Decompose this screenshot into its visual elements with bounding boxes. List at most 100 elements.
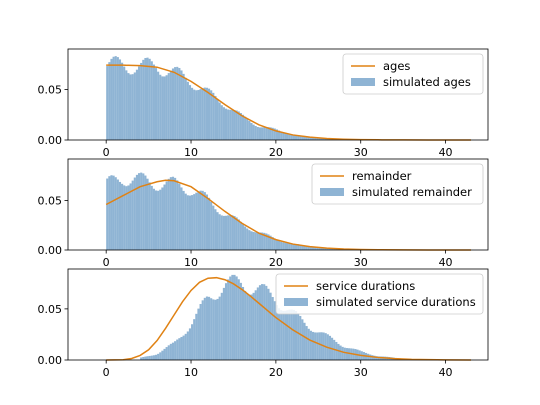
histogram-bar xyxy=(161,76,164,140)
histogram-bar xyxy=(205,194,208,250)
histogram-bar xyxy=(214,95,217,140)
histogram-bar xyxy=(322,247,325,250)
histogram-bar xyxy=(320,138,323,140)
histogram-bar xyxy=(142,59,145,140)
histogram-bar xyxy=(248,230,251,250)
histogram-bar xyxy=(118,59,122,140)
histogram-bar xyxy=(123,66,126,140)
histogram-bar xyxy=(154,354,158,360)
histogram-bar xyxy=(180,187,183,250)
histogram-bar xyxy=(152,355,155,360)
y-tick-label: 0.00 xyxy=(38,354,63,367)
histogram-bar xyxy=(154,190,158,250)
histogram-bar xyxy=(193,319,196,360)
histogram-bar xyxy=(229,276,232,360)
histogram-bar xyxy=(237,219,240,250)
histogram-bar xyxy=(114,177,117,250)
histogram-bar xyxy=(165,347,168,360)
histogram-bar xyxy=(157,71,160,140)
x-tick-label: 0 xyxy=(103,366,110,379)
histogram-bar xyxy=(267,127,270,140)
x-tick-label: 40 xyxy=(439,146,453,159)
histogram-bar xyxy=(345,348,348,360)
histogram-bar xyxy=(237,279,240,360)
histogram-bar xyxy=(161,187,164,250)
histogram-bar xyxy=(316,137,319,140)
histogram-bar xyxy=(290,243,293,250)
x-tick-label: 40 xyxy=(439,256,453,269)
histogram-bar xyxy=(205,87,208,140)
histogram-bar xyxy=(208,197,211,250)
histogram-bar xyxy=(208,296,211,360)
histogram-bar xyxy=(138,66,141,140)
histogram-bar xyxy=(195,313,198,360)
histogram-bar xyxy=(212,299,215,360)
histogram-bar xyxy=(316,332,319,360)
histogram-bar xyxy=(197,89,200,140)
histogram-bar xyxy=(224,283,228,360)
chart-panel-1: 0 10 20 30 40 0.00 0.05 ages simulated ages xyxy=(38,48,489,159)
histogram-bar xyxy=(201,300,204,360)
legend-label-line: ages xyxy=(383,59,410,73)
histogram-bar xyxy=(271,237,274,250)
legend-hist-swatch xyxy=(320,188,344,196)
y-tick-label: 0.05 xyxy=(38,83,63,96)
histogram-bar xyxy=(275,305,278,360)
histogram-bar xyxy=(273,128,276,140)
histogram-bar xyxy=(174,67,177,140)
histogram-bar xyxy=(112,175,115,250)
histogram-bars xyxy=(106,56,444,141)
histogram-bar xyxy=(307,246,310,250)
histogram-bar xyxy=(233,274,236,360)
histogram-bar xyxy=(250,122,253,140)
histogram-bar xyxy=(152,64,155,140)
histogram-bar xyxy=(186,195,189,250)
histogram-bar xyxy=(278,240,281,250)
histogram-bar xyxy=(191,87,194,140)
histogram-bar xyxy=(116,179,119,250)
histogram-bar xyxy=(184,193,187,250)
histogram-bar xyxy=(133,177,136,250)
histogram-bar xyxy=(284,242,287,250)
histogram-bar xyxy=(140,172,143,250)
histogram-bar xyxy=(193,89,196,140)
histogram-bar xyxy=(210,298,213,360)
histogram-bar xyxy=(180,336,183,360)
histogram-bar xyxy=(256,127,259,140)
histogram-bar xyxy=(288,309,291,360)
legend: remainder simulated remainder xyxy=(311,163,484,205)
histogram-bar xyxy=(286,243,289,250)
histogram-bar xyxy=(193,194,196,250)
histogram-bar xyxy=(148,182,151,250)
histogram-bar xyxy=(303,245,306,250)
histogram-bar xyxy=(222,215,225,250)
histogram-bar xyxy=(299,315,302,360)
axes-frame xyxy=(67,48,489,141)
histogram-bar xyxy=(216,99,219,140)
histogram-bar xyxy=(239,282,242,360)
histogram-bar xyxy=(210,201,213,250)
histogram-bar xyxy=(311,331,315,360)
histogram-bar xyxy=(167,73,170,140)
histogram-bar xyxy=(309,136,312,140)
histogram-bar xyxy=(216,298,219,360)
histogram-bar xyxy=(294,243,298,250)
x-tick-label: 10 xyxy=(184,146,198,159)
histogram-bar xyxy=(176,66,179,140)
histogram-bar xyxy=(258,285,262,360)
histogram-bar xyxy=(131,74,134,140)
chart-panel-2: 0 10 20 30 40 0.00 0.05 remainder simulated rema… xyxy=(38,158,489,269)
histogram-bar xyxy=(326,247,329,250)
legend-label-hist: simulated remainder xyxy=(352,185,472,199)
histogram-bar xyxy=(258,127,262,140)
histogram-bar xyxy=(286,134,289,140)
histogram-bar xyxy=(195,192,198,250)
histogram-bar xyxy=(231,274,234,360)
histogram-bar xyxy=(290,309,293,360)
histogram-bar xyxy=(227,279,230,360)
histogram-bar xyxy=(244,226,247,250)
histogram-bar xyxy=(231,215,234,250)
histogram-bar xyxy=(301,319,304,360)
histogram-bar xyxy=(246,118,249,140)
histogram-bar xyxy=(154,68,158,140)
